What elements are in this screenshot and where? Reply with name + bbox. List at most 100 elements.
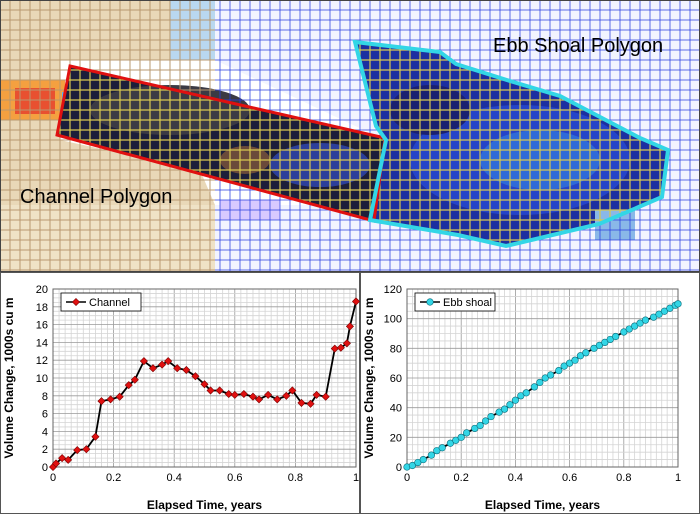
data-point [97, 397, 106, 406]
data-point [312, 390, 321, 399]
data-point [522, 389, 530, 397]
y-tick-label: 20 [390, 432, 402, 444]
data-point [481, 417, 490, 425]
data-point [248, 392, 258, 401]
data-point [124, 381, 133, 390]
data-point [255, 395, 264, 404]
x-tick-label: 0.2 [454, 472, 469, 484]
data-point [457, 433, 465, 441]
data-point [530, 383, 538, 391]
data-point [536, 378, 544, 387]
grid-map: Ebb Shoal Polygon Channel Polygon [0, 0, 700, 272]
data-point [427, 451, 435, 459]
x-axis-label: Elapsed Time, years [147, 498, 263, 512]
data-point [414, 458, 422, 467]
y-tick-label: 12 [36, 355, 48, 367]
y-tick-label: 0 [42, 462, 48, 474]
y-axis-label: Volume Change, 1000s cu m [362, 297, 376, 458]
ebb-shoal-label: Ebb Shoal Polygon [493, 35, 663, 57]
data-point [517, 392, 525, 400]
data-point [351, 297, 360, 306]
data-point [52, 459, 61, 468]
data-point [476, 421, 484, 430]
legend-label: Ebb shoal [443, 297, 492, 309]
data-point [500, 405, 509, 413]
data-point [576, 352, 585, 360]
data-point [173, 364, 182, 373]
data-point [239, 389, 248, 399]
data-point [606, 335, 614, 344]
data-point [200, 380, 209, 389]
x-tick-label: 0.8 [288, 472, 303, 484]
data-point [82, 445, 91, 454]
data-point [297, 398, 306, 407]
data-point [487, 412, 495, 421]
ebb-shoal-polygon [352, 39, 671, 249]
data-point [164, 357, 173, 366]
data-point [666, 304, 674, 312]
data-point [555, 366, 563, 375]
data-point [506, 401, 514, 409]
data-point [230, 390, 239, 399]
data-point [345, 322, 354, 331]
y-tick-label: 2 [42, 444, 48, 456]
data-point [674, 300, 682, 308]
ebb-shoal-volume-chart: 0 0.2 0.4 0.6 0.8 1 0 20 40 60 80 100 120 Elapsed Tim… [360, 272, 700, 514]
data-point [191, 372, 200, 381]
grid-lines [52, 288, 357, 468]
x-axis-label: Elapsed Time, years [485, 498, 601, 512]
data-point [419, 455, 427, 464]
x-tick-label: 0 [50, 472, 56, 484]
data-point [106, 395, 115, 404]
y-tick-label: 20 [36, 284, 48, 296]
data-point [541, 374, 549, 382]
y-tick-label: 120 [384, 284, 402, 296]
y-tick-label: 40 [390, 403, 402, 415]
data-point [224, 389, 233, 399]
data-point [452, 436, 460, 444]
series-line [52, 301, 357, 468]
data-point [590, 344, 598, 352]
data-point [282, 391, 291, 400]
data-point [91, 432, 100, 441]
y-tick-label: 80 [390, 343, 402, 355]
data-point [206, 386, 215, 395]
legend-marker [71, 297, 81, 307]
data-point [566, 359, 574, 367]
data-point [433, 447, 441, 455]
y-tick-label: 8 [42, 391, 48, 403]
data-point [264, 390, 273, 399]
data-point [288, 386, 297, 395]
x-tick-label: 0.2 [106, 472, 121, 484]
x-tick-label: 0.8 [616, 472, 631, 484]
data-point [660, 307, 669, 315]
data-point [64, 455, 73, 464]
y-tick-label: 18 [36, 302, 48, 314]
data-point [625, 325, 633, 333]
data-point [148, 364, 158, 373]
data-point [582, 349, 590, 357]
data-point [336, 343, 345, 352]
y-tick-label: 100 [384, 314, 402, 326]
data-point [650, 313, 658, 321]
y-tick-label: 14 [36, 337, 48, 349]
data-point [139, 357, 148, 366]
data-point [58, 454, 67, 463]
data-point [408, 461, 417, 470]
x-tick-label: 0.6 [227, 472, 242, 484]
x-tick-label: 0.4 [167, 472, 182, 484]
data-point [471, 424, 479, 433]
data-point [560, 362, 568, 370]
data-point [73, 446, 82, 455]
data-point [182, 365, 191, 375]
data-point [463, 429, 471, 437]
y-tick-label: 6 [42, 409, 48, 421]
data-point [438, 444, 446, 452]
data-point [273, 395, 282, 404]
data-point [495, 408, 503, 416]
data-point [631, 322, 639, 330]
data-point [612, 332, 620, 341]
data-point [571, 356, 579, 364]
x-tick-label: 1 [675, 472, 681, 484]
data-point [655, 310, 663, 318]
